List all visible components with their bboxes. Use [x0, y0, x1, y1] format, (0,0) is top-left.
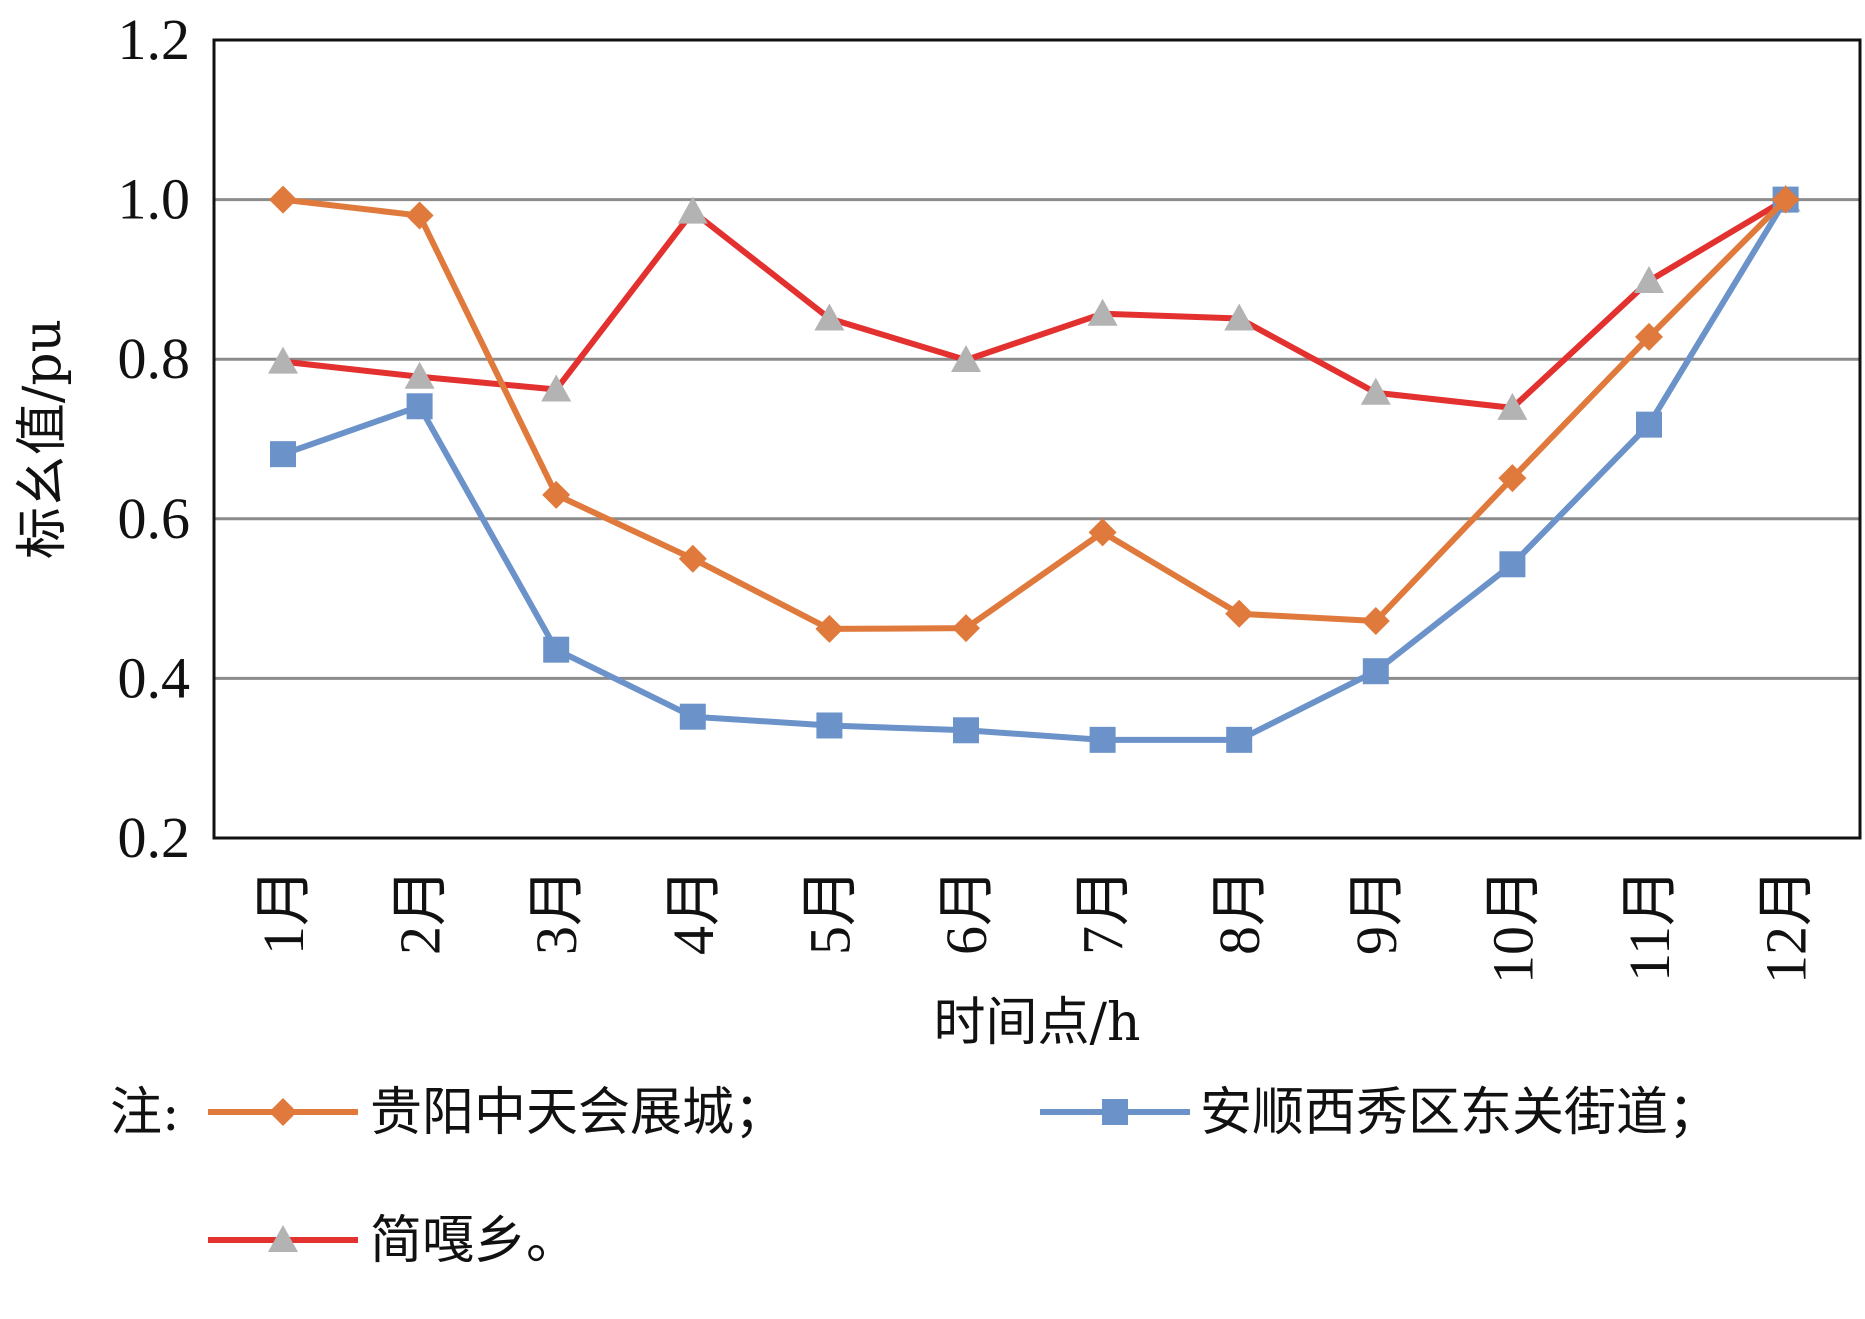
data-point: [1635, 322, 1663, 351]
legend: 注: 贵阳中天会展城； 安顺西秀区东关街道； 简嘎乡。: [110, 1083, 1720, 1271]
data-point: [679, 703, 706, 730]
y-tick-label: 1.0: [118, 167, 191, 232]
x-tick-label: 12月: [1754, 868, 1819, 984]
y-axis-title: 标幺值/pu: [13, 319, 73, 559]
data-point: [270, 441, 296, 468]
data-point: [1225, 599, 1254, 628]
data-point: [269, 185, 297, 214]
x-tick-label: 9月: [1344, 868, 1409, 955]
x-tick-label: 10月: [1480, 868, 1545, 984]
data-point: [677, 196, 708, 224]
data-point: [1636, 411, 1662, 438]
legend-marker: [269, 1098, 297, 1126]
y-tick-label: 1.2: [118, 7, 191, 72]
x-axis-title: 时间点/h: [933, 993, 1140, 1053]
data-point: [1498, 464, 1527, 493]
x-tick-label: 7月: [1071, 868, 1136, 955]
data-point: [1360, 377, 1391, 405]
legend-label: 贵阳中天会展城；: [370, 1083, 786, 1143]
y-tick-label: 0.2: [118, 805, 191, 870]
series-3: [268, 184, 1801, 420]
x-tick-label: 11月: [1617, 868, 1682, 982]
x-tick-label: 1月: [251, 868, 316, 955]
data-point: [1087, 298, 1118, 326]
y-tick-label: 0.4: [118, 645, 191, 710]
data-point: [1224, 303, 1255, 331]
data-point: [1088, 518, 1117, 547]
legend-item: 贵阳中天会展城；: [208, 1083, 786, 1143]
series-1: [269, 185, 1800, 643]
data-point: [1771, 185, 1800, 214]
x-axis-ticks: 1月 2月 3月 4月 5月 6月 7月 8月 9月 10月 11月 12月: [251, 868, 1819, 984]
data-point: [953, 717, 979, 744]
series-line: [282, 196, 1788, 632]
data-point: [543, 636, 570, 663]
data-point: [815, 614, 844, 643]
data-point: [542, 480, 571, 509]
legend-label: 安顺西秀区东关街道；: [1200, 1083, 1720, 1143]
series-layer: [268, 184, 1801, 753]
data-point: [268, 346, 298, 374]
x-tick-label: 3月: [524, 868, 589, 955]
data-point: [1361, 606, 1390, 635]
data-point: [405, 201, 434, 230]
data-point: [814, 303, 845, 331]
data-point: [951, 344, 981, 372]
legend-prefix: 注:: [110, 1083, 180, 1143]
series-2: [270, 186, 1799, 753]
x-tick-label: 8月: [1207, 868, 1272, 955]
data-point: [1362, 658, 1389, 685]
legend-label: 简嘎乡。: [370, 1211, 578, 1271]
x-tick-label: 6月: [934, 868, 999, 955]
series-line: [282, 197, 1788, 411]
data-point: [541, 374, 572, 402]
data-point: [952, 614, 980, 643]
data-point: [404, 361, 435, 389]
plot-area-frame: [212, 38, 1862, 840]
series-line: [282, 198, 1789, 743]
y-tick-label: 0.6: [118, 486, 191, 551]
x-tick-label: 5月: [797, 868, 862, 955]
data-point: [1499, 551, 1526, 578]
data-point: [1089, 726, 1116, 753]
x-tick-label: 2月: [388, 868, 453, 955]
y-axis-ticks: 0.2 0.4 0.6 0.8 1.0 1.2: [118, 7, 191, 870]
gridlines: [214, 198, 1860, 680]
legend-item: 简嘎乡。: [208, 1211, 578, 1271]
data-point: [678, 544, 707, 573]
y-tick-label: 0.8: [118, 326, 191, 391]
data-point: [1226, 726, 1253, 753]
data-point: [1634, 265, 1664, 293]
legend-marker: [268, 1225, 298, 1252]
data-point: [1497, 392, 1528, 420]
legend-marker: [1102, 1099, 1128, 1125]
data-point: [406, 393, 433, 420]
x-tick-label: 4月: [661, 868, 726, 955]
data-point: [816, 712, 843, 739]
legend-item: 安顺西秀区东关街道；: [1040, 1083, 1720, 1143]
